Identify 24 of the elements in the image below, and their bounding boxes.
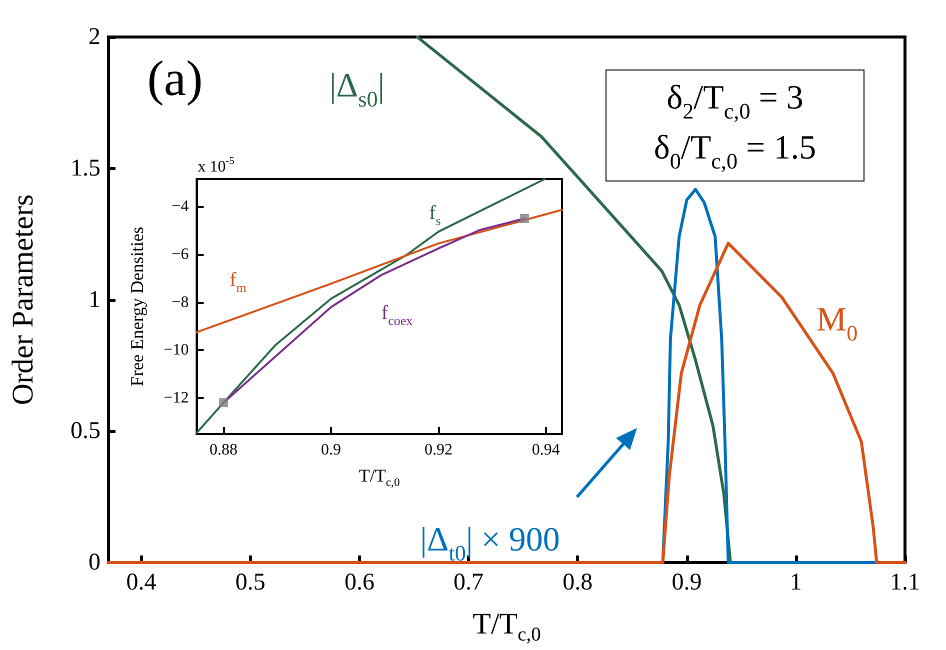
x-tick-label: 0.7 [454, 570, 484, 596]
annotation: (a) [147, 50, 203, 106]
y-tick-label: −8 [172, 294, 189, 311]
y-tick-label: −4 [172, 198, 189, 216]
y-tick-label: −10 [164, 342, 189, 359]
y-tick-label: 0 [88, 550, 100, 576]
x-tick-label: 0.88 [210, 442, 238, 458]
x-tick-label: 0.8 [562, 570, 593, 596]
y-tick-label: −12 [164, 390, 189, 407]
x-tick-label: 0.9 [672, 570, 702, 596]
x-tick-label: 0.92 [424, 442, 452, 458]
y-tick-label: −6 [172, 246, 189, 263]
y-axis-title: Order Parameters [6, 194, 40, 406]
x-tick-label: 1.1 [890, 570, 920, 596]
x-tick-label: 0.6 [344, 570, 374, 596]
x-tick-label: 0.5 [235, 570, 266, 596]
x-tick-label: 0.4 [126, 570, 156, 596]
y-tick-label: 1 [88, 286, 100, 313]
y-axis-title: Free Energy Densities [127, 226, 147, 386]
x-tick-label: 0.9 [321, 442, 341, 458]
x-tick-label: 0.94 [532, 442, 560, 458]
y-tick-label: 2 [88, 24, 100, 50]
x-tick-label: 1 [790, 570, 802, 596]
y-tick-label: 1.5 [70, 155, 100, 182]
